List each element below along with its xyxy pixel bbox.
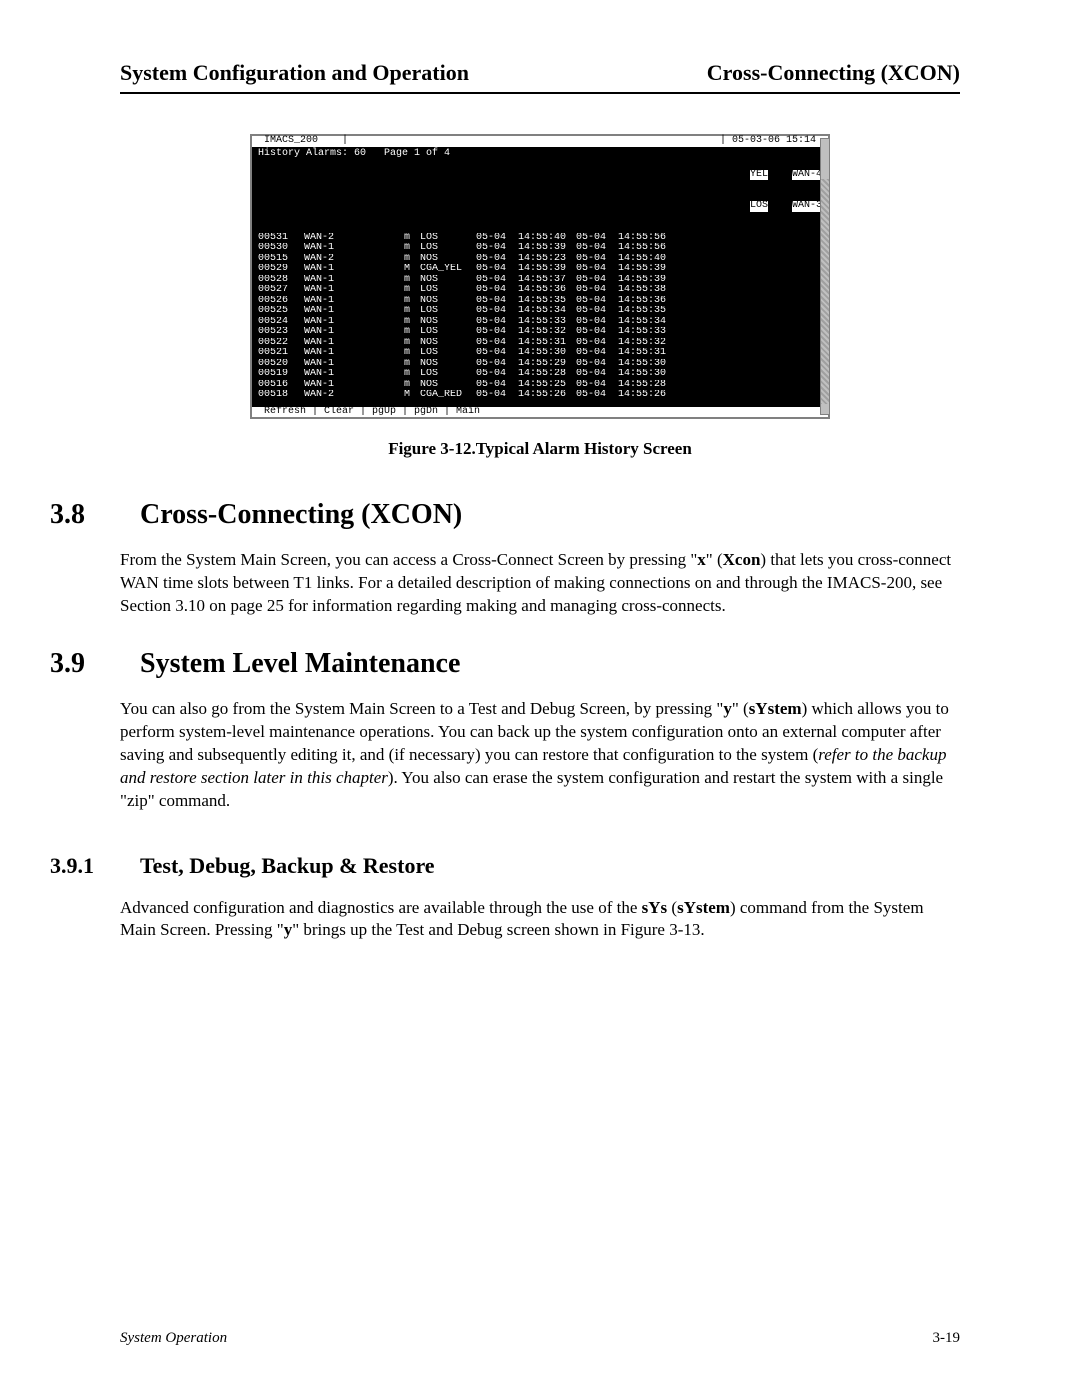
terminal-scrollbar[interactable] xyxy=(820,138,830,415)
section-3-9-heading: 3.9 System Level Maintenance xyxy=(50,648,960,680)
alarm-row: 00528WAN-1mNOS05-0414:55:3705-0414:55:39 xyxy=(258,275,822,286)
footer-left: System Operation xyxy=(120,1330,227,1347)
alarm-row: 00529WAN-1MCGA_YEL05-0414:55:3905-0414:5… xyxy=(258,264,822,275)
terminal-menu-bar[interactable]: Refresh | Clear | pgUp | pgDn | Main xyxy=(252,407,828,418)
terminal-corner-status: YEL WAN-4 LOS WAN-3 xyxy=(750,149,822,233)
alarm-rows: 00531WAN-2mLOS05-0414:55:4005-0414:55:56… xyxy=(258,233,822,401)
alarm-row: 00518WAN-2MCGA_RED05-0414:55:2605-0414:5… xyxy=(258,390,822,401)
section-3-8-paragraph: From the System Main Screen, you can acc… xyxy=(120,549,960,618)
section-3-8-heading: 3.8 Cross-Connecting (XCON) xyxy=(50,499,960,531)
section-title: System Level Maintenance xyxy=(140,648,460,680)
page-footer: System Operation 3-19 xyxy=(120,1330,960,1347)
page-header: System Configuration and Operation Cross… xyxy=(120,60,960,94)
subsection-3-9-1-heading: 3.9.1 Test, Debug, Backup & Restore xyxy=(50,853,960,879)
alarm-row: 00525WAN-1mLOS05-0414:55:3405-0414:55:35 xyxy=(258,306,822,317)
alarm-row: 00523WAN-1mLOS05-0414:55:3205-0414:55:33 xyxy=(258,327,822,338)
alarm-row: 00516WAN-1mNOS05-0414:55:2505-0414:55:28 xyxy=(258,380,822,391)
subsection-3-9-1-paragraph: Advanced configuration and diagnostics a… xyxy=(120,897,960,943)
scroll-down-button[interactable] xyxy=(821,404,829,414)
alarm-row: 00527WAN-1mLOS05-0414:55:3605-0414:55:38 xyxy=(258,285,822,296)
alarm-row: 00522WAN-1mNOS05-0414:55:3105-0414:55:32 xyxy=(258,338,822,349)
header-right: Cross-Connecting (XCON) xyxy=(707,60,960,86)
scroll-up-button[interactable] xyxy=(821,139,829,149)
alarm-row: 00520WAN-1mNOS05-0414:55:2905-0414:55:30 xyxy=(258,359,822,370)
alarm-row: 00524WAN-1mNOS05-0414:55:3305-0414:55:34 xyxy=(258,317,822,328)
scroll-thumb[interactable] xyxy=(821,149,829,179)
section-number: 3.8 xyxy=(50,499,140,531)
header-left: System Configuration and Operation xyxy=(120,60,469,86)
footer-page-number: 3-19 xyxy=(933,1330,961,1347)
alarm-row: 00526WAN-1mNOS05-0414:55:3505-0414:55:36 xyxy=(258,296,822,307)
section-number: 3.9 xyxy=(50,648,140,680)
subsection-title: Test, Debug, Backup & Restore xyxy=(140,853,435,879)
alarm-row: 00515WAN-2mNOS05-0414:55:2305-0414:55:40 xyxy=(258,254,822,265)
alarm-row: 00530WAN-1mLOS05-0414:55:3905-0414:55:56 xyxy=(258,243,822,254)
alarm-row: 00531WAN-2mLOS05-0414:55:4005-0414:55:56 xyxy=(258,233,822,244)
terminal-status-line: History Alarms: 60 Page 1 of 4 YEL WAN-4… xyxy=(258,149,822,233)
terminal-title-bar: IMACS_200 | | 05-03-06 15:14 xyxy=(252,136,828,147)
history-page-info: History Alarms: 60 Page 1 of 4 xyxy=(258,149,450,233)
subsection-number: 3.9.1 xyxy=(50,853,140,879)
alarm-row: 00519WAN-1mLOS05-0414:55:2805-0414:55:30 xyxy=(258,369,822,380)
section-title: Cross-Connecting (XCON) xyxy=(140,499,462,531)
alarm-history-terminal: IMACS_200 | | 05-03-06 15:14 History Ala… xyxy=(250,134,830,419)
alarm-row: 00521WAN-1mLOS05-0414:55:3005-0414:55:31 xyxy=(258,348,822,359)
section-3-9-paragraph: You can also go from the System Main Scr… xyxy=(120,698,960,813)
figure-caption: Figure 3-12.Typical Alarm History Screen xyxy=(120,439,960,459)
